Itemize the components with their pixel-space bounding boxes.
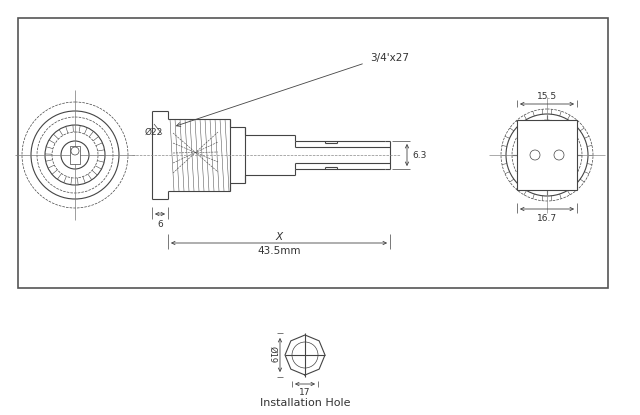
Text: 6: 6 <box>157 220 163 229</box>
Text: Ø22: Ø22 <box>145 127 163 137</box>
Text: 3/4'x27: 3/4'x27 <box>370 53 409 63</box>
Ellipse shape <box>71 147 79 155</box>
Text: X: X <box>275 232 283 242</box>
Text: 17: 17 <box>300 388 311 396</box>
Bar <box>18 18 608 288</box>
Bar <box>70 146 80 164</box>
Text: Installation Hole: Installation Hole <box>260 398 350 408</box>
Ellipse shape <box>530 150 540 160</box>
Ellipse shape <box>554 150 564 160</box>
Text: 43.5mm: 43.5mm <box>257 246 301 256</box>
Text: Ø19: Ø19 <box>268 347 276 364</box>
Text: 15.5: 15.5 <box>537 91 557 100</box>
Text: 6.3: 6.3 <box>413 151 427 159</box>
Text: 16.7: 16.7 <box>537 213 557 222</box>
Bar <box>517 120 577 190</box>
